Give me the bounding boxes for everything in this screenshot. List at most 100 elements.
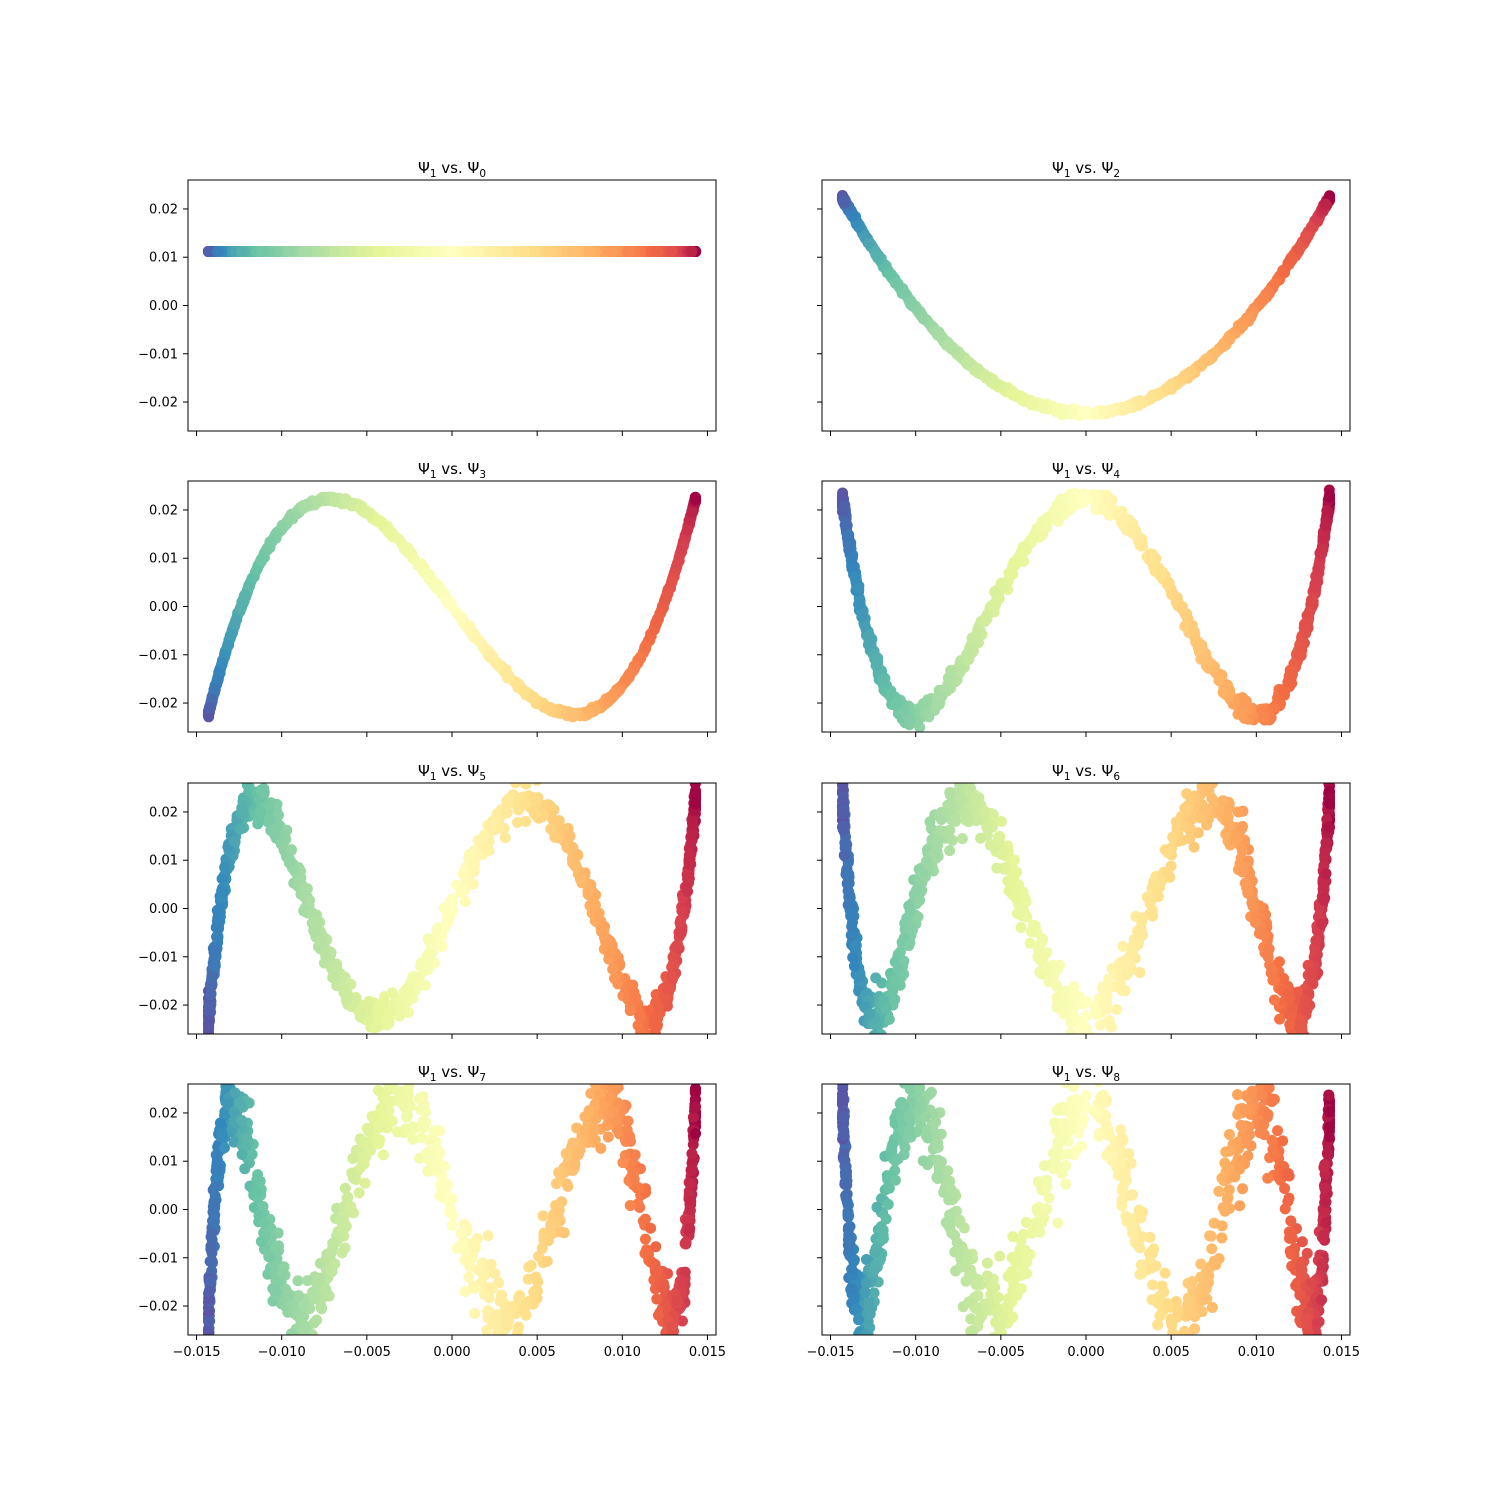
scatter-point — [1300, 627, 1312, 639]
scatter-point — [255, 807, 267, 818]
scatter-point — [532, 783, 542, 786]
scatter-point — [1065, 407, 1077, 419]
scatter-point — [1286, 668, 1298, 680]
scatter-point — [236, 601, 248, 613]
scatter-point — [478, 829, 490, 841]
scatter-point — [528, 805, 540, 817]
scatter-point — [528, 691, 540, 703]
scatter-point — [467, 860, 479, 872]
scatter-point — [953, 662, 965, 674]
scatter-point — [972, 363, 984, 375]
scatter-point — [255, 555, 267, 567]
scatter-point — [652, 245, 664, 257]
scatter-point — [1306, 594, 1318, 606]
scatter-point — [682, 873, 694, 885]
scatter-point — [311, 245, 323, 257]
scatter-point — [1217, 686, 1229, 698]
scatter-point — [203, 1019, 215, 1031]
scatter-point — [877, 674, 889, 686]
scatter-point — [212, 245, 224, 257]
scatter-point — [605, 245, 617, 257]
scatter-point — [394, 245, 406, 257]
scatter-point — [843, 544, 855, 556]
scatter-point — [1167, 587, 1179, 599]
scatter-point — [518, 245, 530, 257]
scatter-point — [205, 981, 217, 993]
scatter-point — [204, 245, 216, 257]
scatter-point — [1041, 512, 1053, 524]
scatter-point — [1119, 403, 1131, 415]
scatter-point — [1152, 562, 1164, 574]
subplot-title: Ψ1 vs. Ψ4 — [1052, 460, 1120, 481]
scatter-point — [843, 529, 855, 541]
y-tick-label: 0.01 — [149, 251, 178, 266]
scatter-point — [605, 691, 617, 703]
y-tick-label: −0.02 — [138, 396, 178, 411]
y-tick-label: 0.02 — [149, 503, 178, 518]
y-tick-label: 0.00 — [149, 600, 178, 615]
scatter-point — [329, 496, 341, 508]
scatter-point — [917, 313, 929, 325]
scatter-point — [209, 960, 221, 972]
scatter-point — [518, 686, 530, 698]
scatter-point — [239, 589, 251, 601]
scatter-point — [251, 564, 263, 576]
scatter-point — [431, 580, 443, 592]
scatter-point — [385, 528, 397, 540]
scatter-point — [464, 245, 476, 257]
scatter-point — [447, 905, 459, 917]
y-tick-label: 0.01 — [149, 552, 178, 567]
scatter-point — [520, 815, 532, 827]
subplot-psi1-vs-psi4: Ψ1 vs. Ψ4 — [817, 460, 1351, 737]
scatter-point — [1152, 387, 1164, 399]
scatter-point — [1019, 544, 1031, 556]
scatter-point — [846, 209, 858, 221]
scatter-point — [1239, 314, 1251, 326]
scatter-point — [624, 667, 636, 679]
scatter-point — [1303, 608, 1315, 620]
scatter-point — [1217, 341, 1229, 353]
scatter-point — [690, 493, 702, 505]
scatter-point — [932, 699, 944, 711]
scatter-point — [338, 495, 350, 507]
scatter-point — [1189, 632, 1201, 644]
scatter-point — [675, 914, 687, 926]
subplot-title: Ψ1 vs. Ψ0 — [418, 159, 486, 180]
scatter-point — [485, 649, 497, 661]
scatter-point — [944, 673, 956, 685]
scatter-point — [923, 711, 935, 723]
y-tick-label: −0.01 — [138, 648, 178, 663]
scatter-point — [583, 245, 595, 257]
scatter-point — [1080, 406, 1092, 418]
scatter-point — [634, 651, 646, 663]
scatter-point — [269, 829, 281, 841]
scatter-point — [666, 576, 678, 588]
scatter-point — [403, 984, 415, 996]
scatter-points — [836, 190, 1336, 422]
scatter-point — [301, 498, 313, 510]
scatter-point — [850, 571, 862, 583]
scatter-point — [446, 600, 458, 612]
scatter-point — [1268, 278, 1280, 290]
scatter-point — [963, 654, 975, 666]
scatter-point — [898, 288, 910, 300]
scatter-point — [1162, 577, 1174, 589]
scatter-point — [885, 269, 897, 281]
scatter-point — [1162, 382, 1174, 394]
scatter-point — [838, 501, 850, 513]
scatter-point — [1301, 617, 1313, 629]
scatter-point — [1028, 398, 1040, 410]
scatter-point — [403, 245, 415, 257]
scatter-point — [662, 983, 674, 995]
scatter-point — [686, 507, 698, 519]
scatter-point — [1279, 689, 1290, 701]
scatter-point — [1147, 548, 1159, 560]
scatter-point — [471, 245, 483, 257]
scatter-points — [202, 783, 702, 1034]
scatter-point — [859, 621, 871, 633]
scatter-point — [624, 245, 636, 257]
y-tick-label: −0.01 — [138, 347, 178, 362]
scatter-point — [422, 568, 434, 580]
